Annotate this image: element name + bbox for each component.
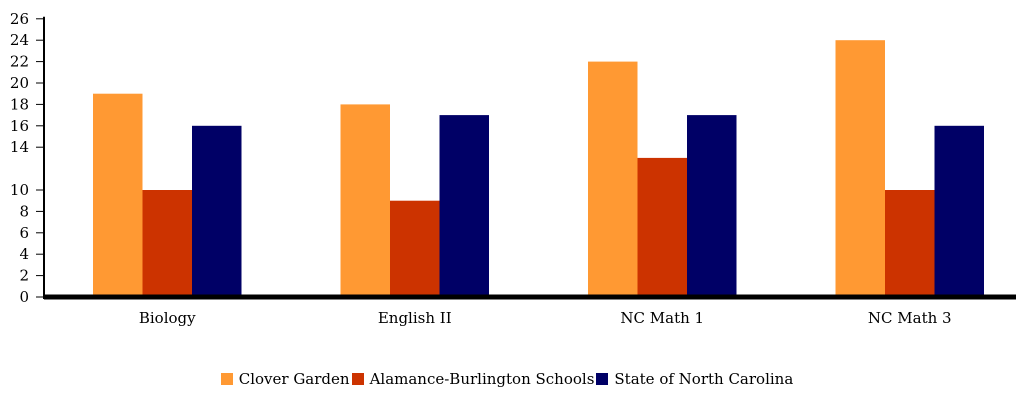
legend-swatch-series-0	[220, 373, 233, 385]
x-axis: Biology English II NC Math 1 NC Math 3	[44, 294, 1016, 327]
y-tick-label-4: 4	[19, 245, 29, 263]
legend: Clover Garden Alamance-Burlington School…	[0, 370, 1016, 388]
legend-label-series-2: State of North Carolina	[614, 370, 794, 388]
y-tick-label-16: 16	[10, 117, 29, 135]
y-tick-label-20: 20	[10, 74, 29, 92]
legend-item-series-1: Alamance-Burlington Schools	[351, 370, 595, 388]
bar-english-ii-series-1	[390, 200, 440, 297]
y-tick-label-2: 2	[19, 267, 29, 285]
bars	[93, 40, 984, 298]
y-tick-label-18: 18	[10, 95, 29, 113]
y-tick-label-24: 24	[10, 31, 29, 49]
bar-nc-math-1-series-1	[637, 157, 687, 297]
x-tick-label-0: Biology	[139, 309, 196, 327]
bar-nc-math-1-series-0	[588, 61, 638, 297]
y-tick-label-26: 26	[10, 10, 29, 28]
legend-swatch-series-2	[596, 373, 609, 385]
legend-label-series-0: Clover Garden	[238, 370, 350, 388]
y-tick-label-10: 10	[10, 181, 29, 199]
y-tick-label-14: 14	[10, 138, 29, 156]
bar-biology-series-1	[142, 190, 192, 297]
legend-label-series-1: Alamance-Burlington Schools	[369, 370, 595, 388]
y-tick-label-0: 0	[19, 288, 29, 306]
y-tick-label-8: 8	[19, 202, 29, 220]
bar-nc-math-1-series-2	[687, 115, 737, 297]
x-tick-label-2: NC Math 1	[620, 309, 704, 327]
bar-biology-series-0	[93, 93, 143, 297]
bar-biology-series-2	[192, 125, 242, 297]
bar-english-ii-series-2	[439, 115, 489, 297]
legend-swatch-series-1	[351, 373, 364, 385]
x-tick-label-3: NC Math 3	[868, 309, 952, 327]
bar-nc-math-3-series-1	[885, 190, 935, 297]
legend-item-series-0: Clover Garden	[220, 370, 350, 388]
y-tick-label-22: 22	[10, 53, 29, 71]
bar-english-ii-series-0	[340, 104, 390, 298]
x-tick-label-1: English II	[378, 309, 452, 327]
bar-nc-math-3-series-0	[835, 40, 885, 297]
bar-nc-math-3-series-2	[934, 125, 984, 297]
y-tick-label-6: 6	[19, 224, 29, 242]
legend-item-series-2: State of North Carolina	[596, 370, 793, 388]
